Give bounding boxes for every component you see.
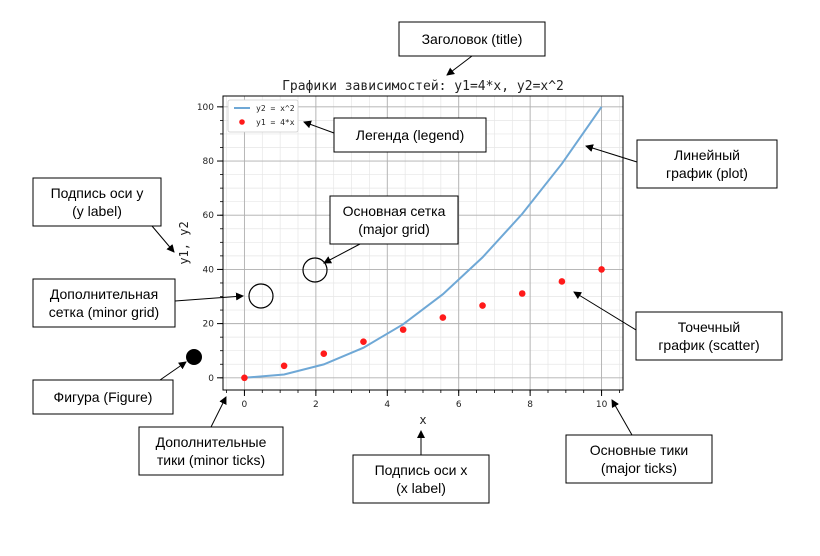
callout-minor-grid-text-1: Дополнительная — [50, 286, 158, 302]
x-tick-label: 4 — [384, 400, 390, 410]
chart-title: Графики зависимостей: y1=4*x, y2=x^2 — [282, 79, 564, 94]
callout-major-grid-text-2: (major grid) — [358, 221, 430, 237]
y-tick-label: 80 — [203, 157, 215, 167]
x-axis-label: x — [419, 413, 426, 427]
axis-ticks — [217, 106, 620, 396]
x-tick-label: 6 — [456, 400, 462, 410]
callout-minor-ticks-text-1: Дополнительные — [156, 434, 267, 450]
callout-legend-text: Легенда (legend) — [356, 127, 465, 143]
major-grid-highlight — [302, 257, 328, 283]
callout-box-ylabel — [32, 177, 162, 227]
y-tick-label: 100 — [197, 103, 214, 113]
arrow-major-grid — [323, 243, 361, 264]
scatter-point-y1 — [518, 290, 526, 297]
callout-box-xlabel — [352, 454, 490, 504]
arrow-major-ticks — [611, 399, 633, 436]
scatter-point-y1 — [558, 278, 566, 285]
arrow-minor-grid — [174, 292, 244, 302]
x-tick-label: 8 — [527, 400, 533, 410]
scatter-point-y1 — [320, 350, 328, 358]
scatter-point-y1 — [439, 314, 447, 321]
arrow-ylabel — [151, 225, 175, 253]
callout-ylabel-text-1: Подпись оси y — [51, 185, 144, 201]
callout-box-figure — [32, 379, 174, 415]
callout-major-grid-text-1: Основная сетка — [343, 203, 446, 219]
scatter-point-y1 — [360, 338, 367, 345]
arrow-scatter — [573, 291, 637, 331]
x-tick-label: 0 — [242, 400, 248, 410]
arrow-title — [446, 55, 473, 76]
callout-box-minor-grid — [32, 278, 176, 328]
scatter-point-y1 — [241, 374, 248, 382]
callout-major-ticks-text-2: (major ticks) — [601, 460, 677, 476]
callout-ylabel-text-2: (y label) — [72, 203, 122, 219]
arrow-legend — [303, 120, 335, 134]
y-tick-label: 0 — [208, 374, 214, 384]
series-line-y2 — [244, 106, 603, 379]
callout-box-title — [398, 21, 546, 57]
callout-box-major-ticks — [565, 434, 713, 484]
callout-box-plot — [636, 139, 778, 189]
series-layer — [241, 106, 605, 382]
arrow-minor-ticks — [210, 396, 227, 428]
figure-marker — [186, 349, 202, 365]
callout-xlabel-text-2: (x label) — [396, 480, 446, 496]
scatter-point-y1 — [598, 266, 605, 273]
legend-entry-line: y2 = x^2 — [256, 104, 295, 113]
callout-scatter-text-1: Точечный — [678, 319, 740, 335]
callout-title-text: Заголовок (title) — [422, 31, 523, 47]
callout-scatter-text-2: график (scatter) — [658, 337, 759, 353]
arrow-plot — [585, 144, 638, 163]
scatter-point-y1 — [399, 326, 407, 333]
y-tick-label: 40 — [203, 265, 215, 275]
callout-minor-ticks-text-2: тики (minor ticks) — [157, 452, 265, 468]
y-tick-label: 20 — [203, 320, 215, 330]
y-axis-label: y1, y2 — [177, 221, 191, 264]
callout-xlabel-text-1: Подпись оси x — [375, 462, 468, 478]
callout-box-major-grid — [329, 195, 459, 245]
annotations: Заголовок (title) Легенда (legend) Линей… — [32, 21, 783, 504]
legend-marker-swatch — [239, 119, 245, 125]
scatter-point-y1 — [280, 362, 288, 370]
callout-plot-text-1: Линейный — [674, 147, 740, 163]
callout-major-ticks-text-1: Основные тики — [590, 442, 689, 458]
y-tick-label: 60 — [203, 211, 215, 221]
arrow-figure — [159, 361, 187, 381]
callout-figure-text: Фигура (Figure) — [54, 389, 153, 405]
callout-box-legend — [333, 117, 487, 153]
legend-entry-scatter: y1 = 4*x — [256, 118, 295, 127]
callout-minor-grid-text-2: сетка (minor grid) — [49, 304, 159, 320]
scatter-point-y1 — [479, 302, 486, 309]
callout-box-scatter — [635, 311, 783, 361]
x-tick-label: 2 — [313, 400, 319, 410]
x-tick-label: 10 — [596, 400, 608, 410]
callout-plot-text-2: график (plot) — [666, 165, 748, 181]
minor-grid-highlight — [248, 283, 274, 309]
legend: y2 = x^2 y1 = 4*x — [227, 99, 299, 133]
